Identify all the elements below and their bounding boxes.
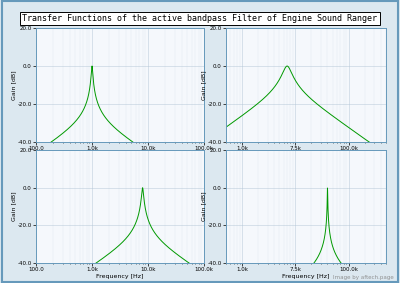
Text: Transfer Functions of the active bandpass Filter of Engine Sound Ranger: Transfer Functions of the active bandpas… — [22, 14, 378, 23]
X-axis label: Frequency [Hz]: Frequency [Hz] — [282, 274, 330, 279]
X-axis label: Frequency [Hz]: Frequency [Hz] — [96, 274, 144, 279]
X-axis label: Frequency [Hz]: Frequency [Hz] — [96, 152, 144, 157]
Text: Image by aftech.page: Image by aftech.page — [333, 275, 394, 280]
Y-axis label: Gain [dB]: Gain [dB] — [201, 70, 206, 100]
Y-axis label: Gain [dB]: Gain [dB] — [11, 192, 16, 221]
Y-axis label: Gain [dB]: Gain [dB] — [11, 70, 16, 100]
Y-axis label: Gain [dB]: Gain [dB] — [201, 192, 206, 221]
X-axis label: Frequency [Hz]: Frequency [Hz] — [282, 152, 330, 157]
